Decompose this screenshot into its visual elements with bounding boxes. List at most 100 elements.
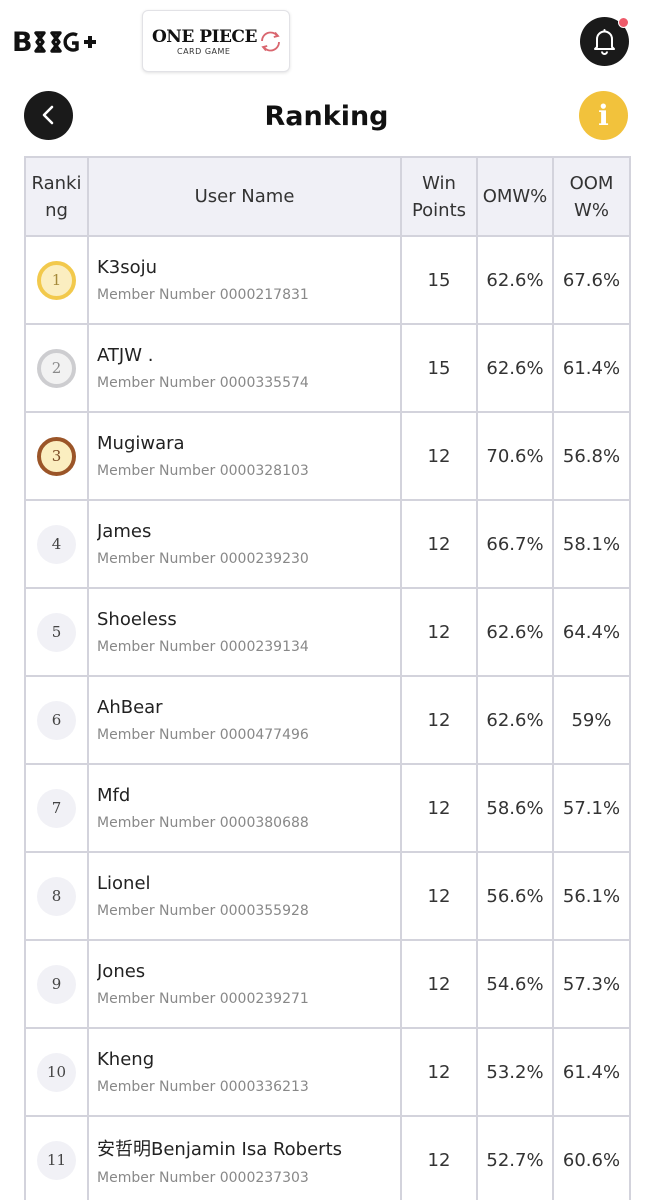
member-number-label: Member Number: [97, 903, 216, 919]
page-title: Ranking: [264, 101, 389, 132]
user-name[interactable]: Shoeless: [97, 609, 177, 630]
member-number-label: Member Number: [97, 463, 216, 479]
rank-cell: 10: [24, 1027, 89, 1117]
rank-badge: 5: [37, 612, 76, 652]
back-button[interactable]: [24, 91, 73, 140]
member-number: 0000328103: [219, 463, 309, 479]
member-number-label: Member Number: [97, 727, 216, 743]
user-name[interactable]: K3soju: [97, 257, 158, 278]
table-row[interactable]: 8 Lionel Member Number 0000355928 12 56.6% 56…: [24, 851, 631, 941]
user-cell: Lionel Member Number 0000355928: [87, 851, 402, 941]
oomw-cell: 57.3%: [552, 939, 631, 1029]
table-row[interactable]: 4 James Member Number 0000239230 12 66.7% 58.…: [24, 499, 631, 589]
user-name[interactable]: Mfd: [97, 785, 131, 806]
member-number: 0000477496: [219, 727, 309, 743]
bandai-logo-mark: [33, 31, 96, 53]
win-points-cell: 12: [400, 939, 478, 1029]
member-number: 0000335574: [219, 375, 309, 391]
oomw-cell: 58.1%: [552, 499, 631, 589]
page-header: Ranking i: [0, 88, 653, 146]
member-number: 0000239134: [219, 639, 309, 655]
info-icon: i: [598, 99, 609, 132]
user-name[interactable]: Lionel: [97, 873, 151, 894]
member-number-line: Member Number 0000239134: [97, 639, 392, 655]
rank-badge: 11: [37, 1140, 76, 1180]
win-points-cell: 12: [400, 851, 478, 941]
member-number-label: Member Number: [97, 287, 216, 303]
omw-cell: 70.6%: [476, 411, 554, 501]
one-piece-title: ONE PIECE: [152, 27, 257, 47]
bell-icon: [594, 29, 615, 55]
user-cell: 安哲明Benjamin Isa Roberts Member Number 000…: [87, 1115, 402, 1200]
chevron-left-icon: [42, 105, 54, 125]
rank-cell: 2: [24, 323, 89, 413]
rank-badge: 7: [37, 788, 76, 828]
user-name[interactable]: 安哲明Benjamin Isa Roberts: [97, 1138, 343, 1160]
bandai-logo-letter: B: [12, 27, 33, 58]
rank-cell: 4: [24, 499, 89, 589]
header-ranking: Ranking: [24, 156, 89, 237]
member-number-label: Member Number: [97, 1079, 216, 1095]
rank-cell: 9: [24, 939, 89, 1029]
member-number: 0000217831: [219, 287, 309, 303]
table-row[interactable]: 1 K3soju Member Number 0000217831 15 62.6% 67…: [24, 235, 631, 325]
table-row[interactable]: 11 安哲明Benjamin Isa Roberts Member Number 0…: [24, 1115, 631, 1200]
oomw-cell: 57.1%: [552, 763, 631, 853]
member-number-label: Member Number: [97, 1169, 216, 1186]
bandai-logo[interactable]: B: [12, 27, 118, 58]
user-name[interactable]: ATJW .: [97, 345, 154, 366]
member-number: 0000380688: [219, 815, 309, 831]
user-cell: AhBear Member Number 0000477496: [87, 675, 402, 765]
win-points-cell: 15: [400, 323, 478, 413]
omw-cell: 52.7%: [476, 1115, 554, 1200]
one-piece-card-game-logo[interactable]: ONE PIECE CARD GAME: [142, 10, 290, 72]
omw-cell: 62.6%: [476, 235, 554, 325]
rank-cell: 6: [24, 675, 89, 765]
win-points-cell: 12: [400, 763, 478, 853]
omw-cell: 56.6%: [476, 851, 554, 941]
rank-badge: 8: [37, 876, 76, 916]
oomw-cell: 61.4%: [552, 323, 631, 413]
user-name[interactable]: Kheng: [97, 1049, 155, 1070]
member-number-label: Member Number: [97, 551, 216, 567]
member-number-line: Member Number 0000237303: [97, 1170, 392, 1186]
info-button[interactable]: i: [579, 91, 628, 140]
rank-cell: 7: [24, 763, 89, 853]
user-cell: ATJW . Member Number 0000335574: [87, 323, 402, 413]
win-points-cell: 12: [400, 675, 478, 765]
table-header-row: Ranking User Name Win Points OMW% OOMW%: [24, 156, 631, 237]
omw-cell: 62.6%: [476, 323, 554, 413]
oomw-cell: 60.6%: [552, 1115, 631, 1200]
rank-cell: 1: [24, 235, 89, 325]
user-name[interactable]: Mugiwara: [97, 433, 185, 454]
user-name[interactable]: AhBear: [97, 697, 163, 718]
rank-cell: 8: [24, 851, 89, 941]
member-number-label: Member Number: [97, 991, 216, 1007]
user-cell: Mugiwara Member Number 0000328103: [87, 411, 402, 501]
table-row[interactable]: 7 Mfd Member Number 0000380688 12 58.6% 57.1%: [24, 763, 631, 853]
table-row[interactable]: 3 Mugiwara Member Number 0000328103 12 70.6%…: [24, 411, 631, 501]
bronze-medal-badge: 3: [37, 436, 76, 476]
member-number-line: Member Number 0000336213: [97, 1079, 392, 1095]
table-row[interactable]: 10 Kheng Member Number 0000336213 12 53.2% 61…: [24, 1027, 631, 1117]
user-cell: K3soju Member Number 0000217831: [87, 235, 402, 325]
member-number: 0000336213: [219, 1079, 309, 1095]
table-row[interactable]: 6 AhBear Member Number 0000477496 12 62.6% 59…: [24, 675, 631, 765]
user-cell: Kheng Member Number 0000336213: [87, 1027, 402, 1117]
omw-cell: 53.2%: [476, 1027, 554, 1117]
header-oomw: OOMW%: [552, 156, 631, 237]
win-points-cell: 12: [400, 411, 478, 501]
table-row[interactable]: 9 Jones Member Number 0000239271 12 54.6% 57.…: [24, 939, 631, 1029]
rank-cell: 3: [24, 411, 89, 501]
user-name[interactable]: James: [97, 521, 152, 542]
table-row[interactable]: 2 ATJW . Member Number 0000335574 15 62.6% 61…: [24, 323, 631, 413]
user-name[interactable]: Jones: [97, 961, 146, 982]
omw-cell: 62.6%: [476, 675, 554, 765]
user-cell: Jones Member Number 0000239271: [87, 939, 402, 1029]
member-number-line: Member Number 0000477496: [97, 727, 392, 743]
member-number: 0000239230: [219, 551, 309, 567]
win-points-cell: 12: [400, 587, 478, 677]
card-game-subtitle: CARD GAME: [177, 47, 231, 56]
win-points-cell: 12: [400, 1115, 478, 1200]
table-row[interactable]: 5 Shoeless Member Number 0000239134 12 62.6%…: [24, 587, 631, 677]
